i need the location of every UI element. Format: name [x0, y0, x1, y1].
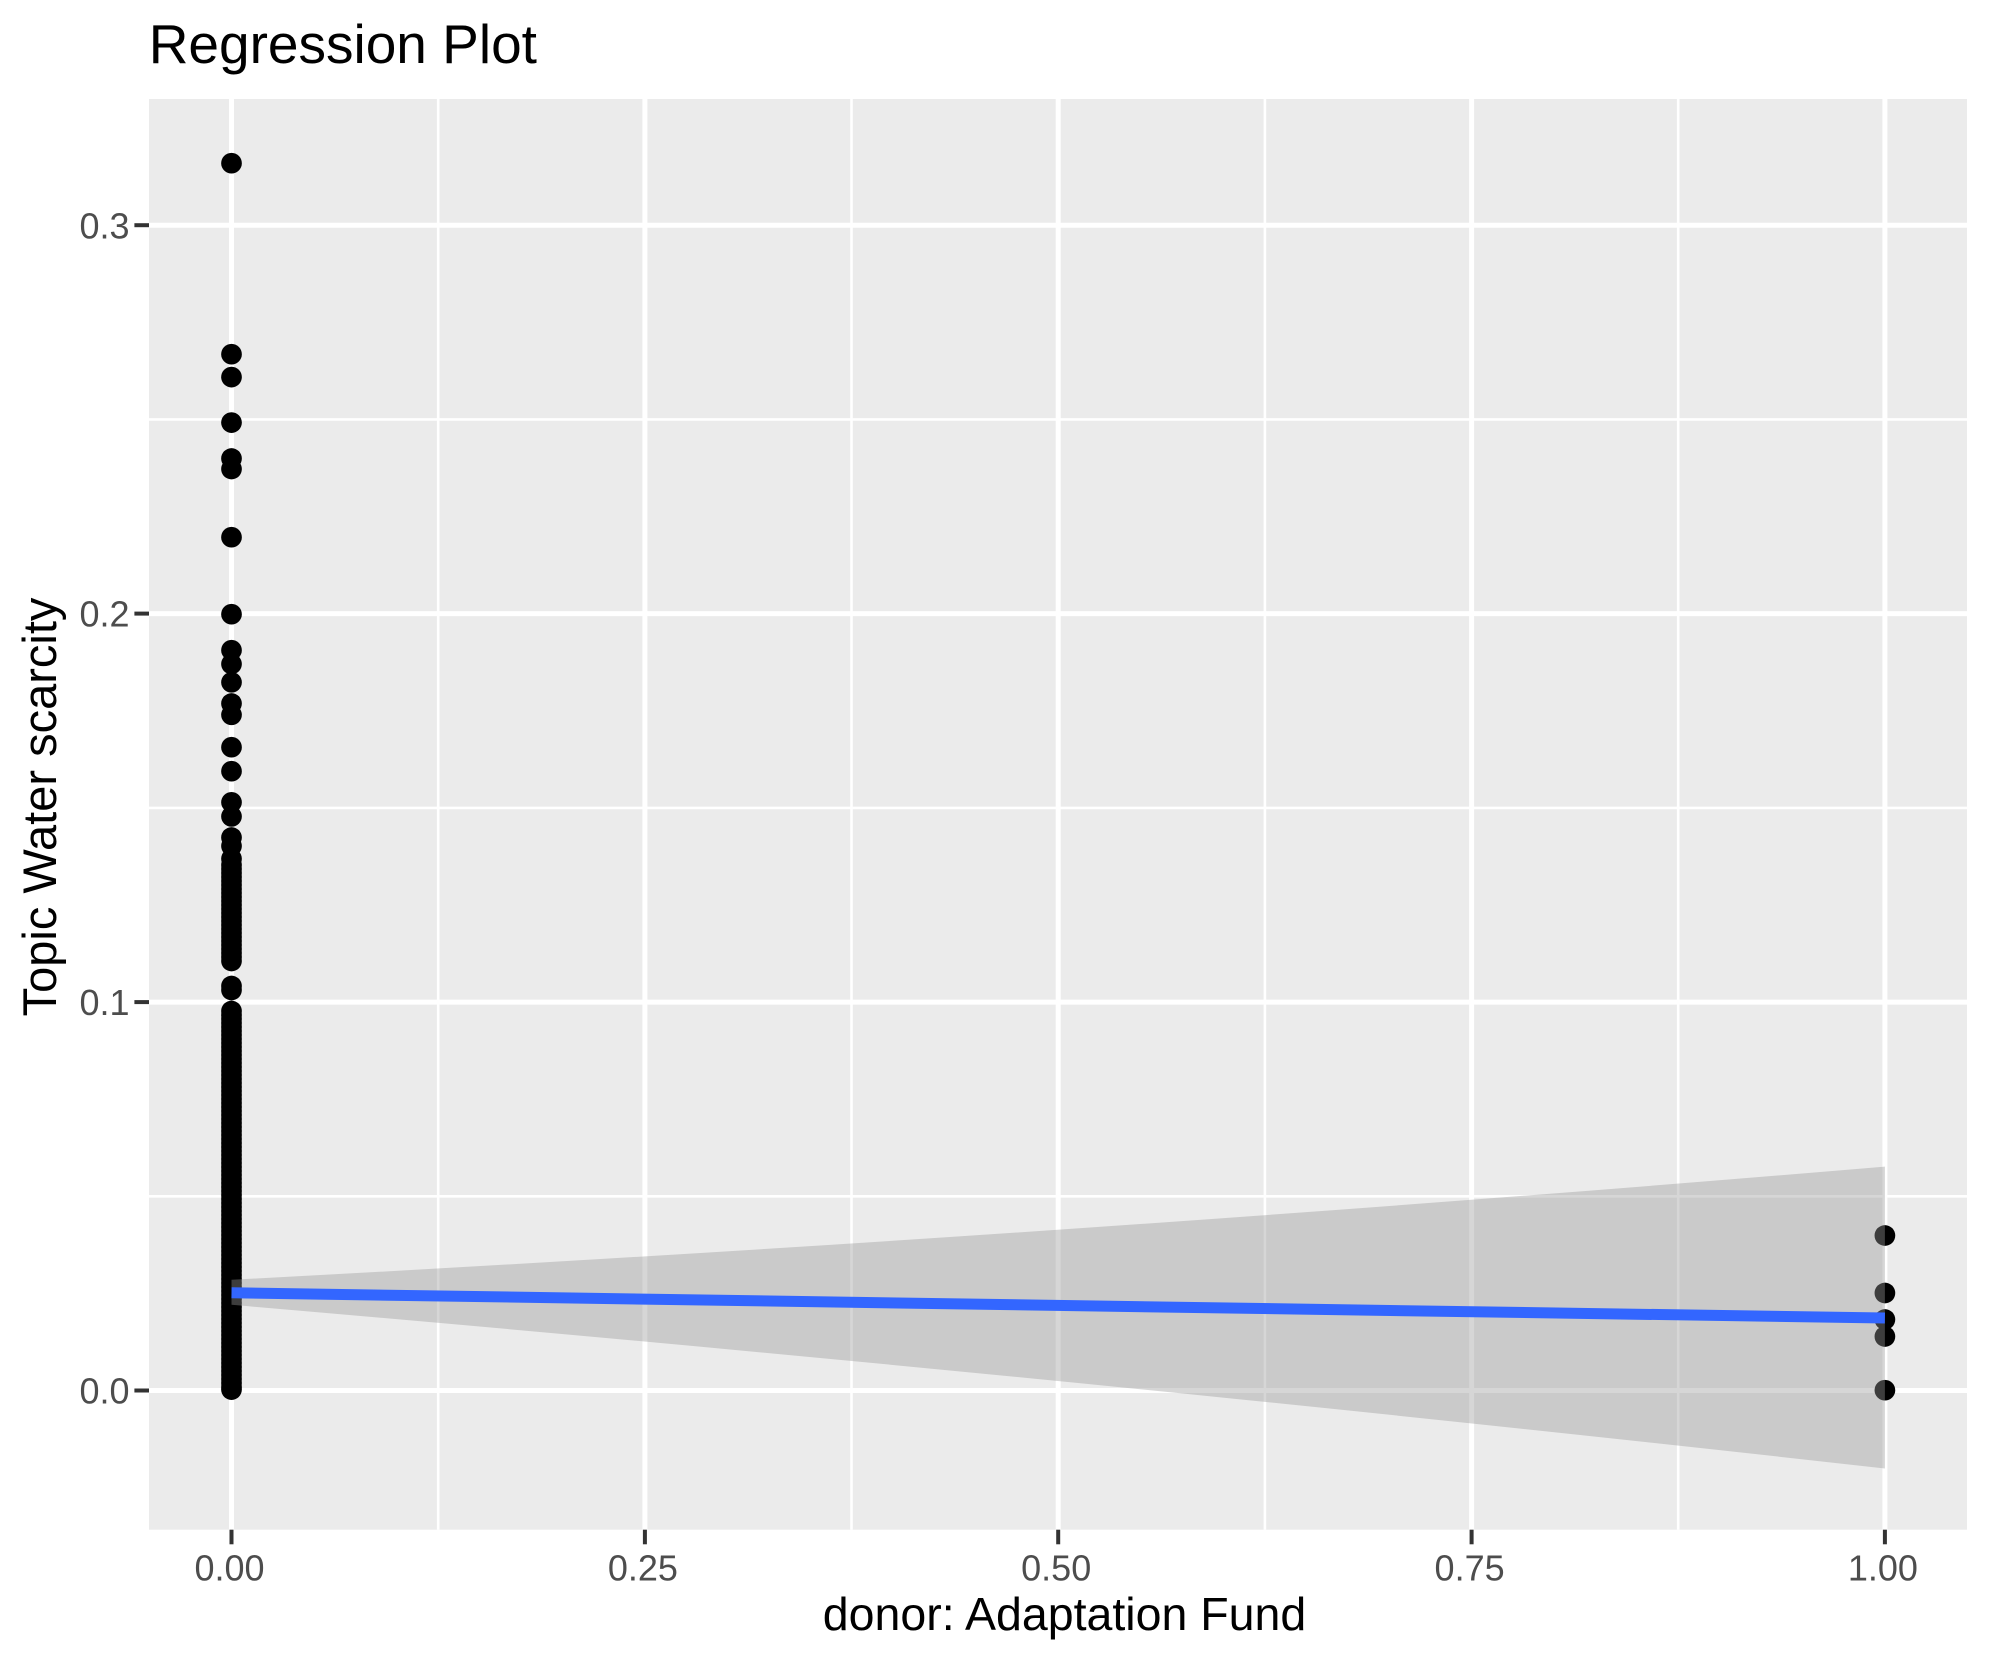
svg-text:0.0: 0.0 [79, 1371, 129, 1412]
svg-text:0.25: 0.25 [608, 1548, 678, 1589]
svg-text:Topic Water scarcity: Topic Water scarcity [13, 597, 66, 1016]
svg-text:1.00: 1.00 [1848, 1548, 1918, 1589]
svg-text:0.3: 0.3 [79, 205, 129, 246]
svg-text:0.2: 0.2 [79, 594, 129, 635]
svg-text:Regression Plot: Regression Plot [149, 13, 537, 75]
svg-text:0.1: 0.1 [79, 982, 129, 1023]
svg-text:0.00: 0.00 [194, 1548, 264, 1589]
svg-text:donor: Adaptation Fund: donor: Adaptation Fund [823, 1588, 1306, 1640]
svg-text:0.75: 0.75 [1435, 1548, 1505, 1589]
svg-text:0.50: 0.50 [1021, 1548, 1091, 1589]
